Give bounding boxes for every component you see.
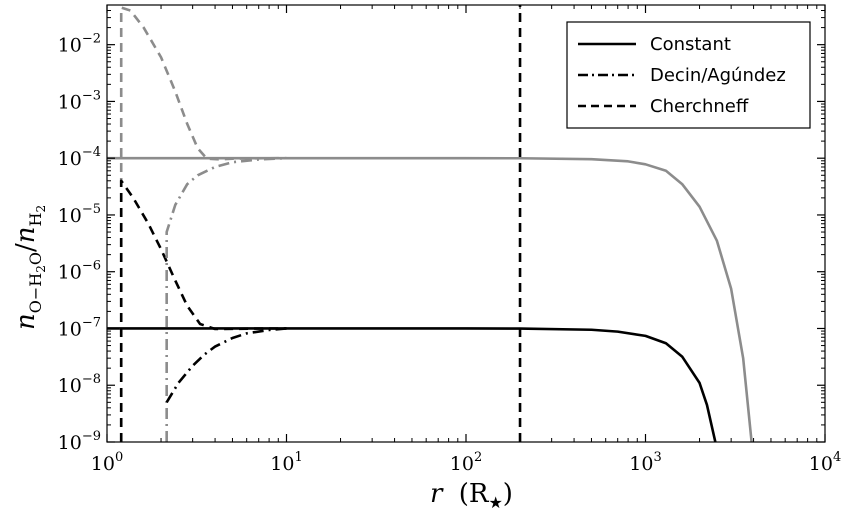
y-tick-label: 10−8 (58, 372, 101, 397)
x-tick-label: 102 (450, 450, 482, 475)
x-tick-label: 100 (91, 450, 123, 475)
y-tick-label: 10−2 (58, 32, 101, 57)
x-tick-label: 103 (629, 450, 661, 475)
series-line-2-dashed (119, 6, 287, 442)
legend-label-constant: Constant (650, 34, 731, 55)
x-tick-label: 101 (270, 450, 302, 475)
series-layer (107, 5, 753, 442)
legend: Constant Decin/Agúndez Cherchneff (566, 21, 811, 129)
series-line-1-solid (107, 327, 717, 442)
series-line-0-solid (107, 156, 753, 442)
legend-label-cherchneff: Cherchneff (650, 96, 749, 117)
series-line-3-dashed (119, 179, 287, 442)
labels-layer: 100 101 102 103 104 10−9 10−8 10−7 10−6 10−5 10−4 1… (58, 32, 842, 475)
y-tick-label: 10−7 (58, 315, 101, 340)
x-axis-title: r (R★) (430, 479, 513, 510)
legend-label-decin: Decin/Agúndez (650, 65, 786, 86)
series-line-4-dashdot (165, 156, 287, 442)
y-tick-label: 10−4 (58, 145, 101, 170)
y-axis-title: nO−H2O/nH2 (11, 205, 48, 330)
ticks-layer (106, 4, 826, 443)
series-line-5-dashdot (165, 327, 287, 404)
y-tick-label: 10−3 (58, 88, 101, 113)
y-tick-label: 10−5 (58, 202, 101, 227)
y-tick-label: 10−6 (58, 259, 101, 284)
y-tick-label: 10−9 (58, 429, 101, 454)
x-tick-label: 104 (809, 450, 841, 475)
